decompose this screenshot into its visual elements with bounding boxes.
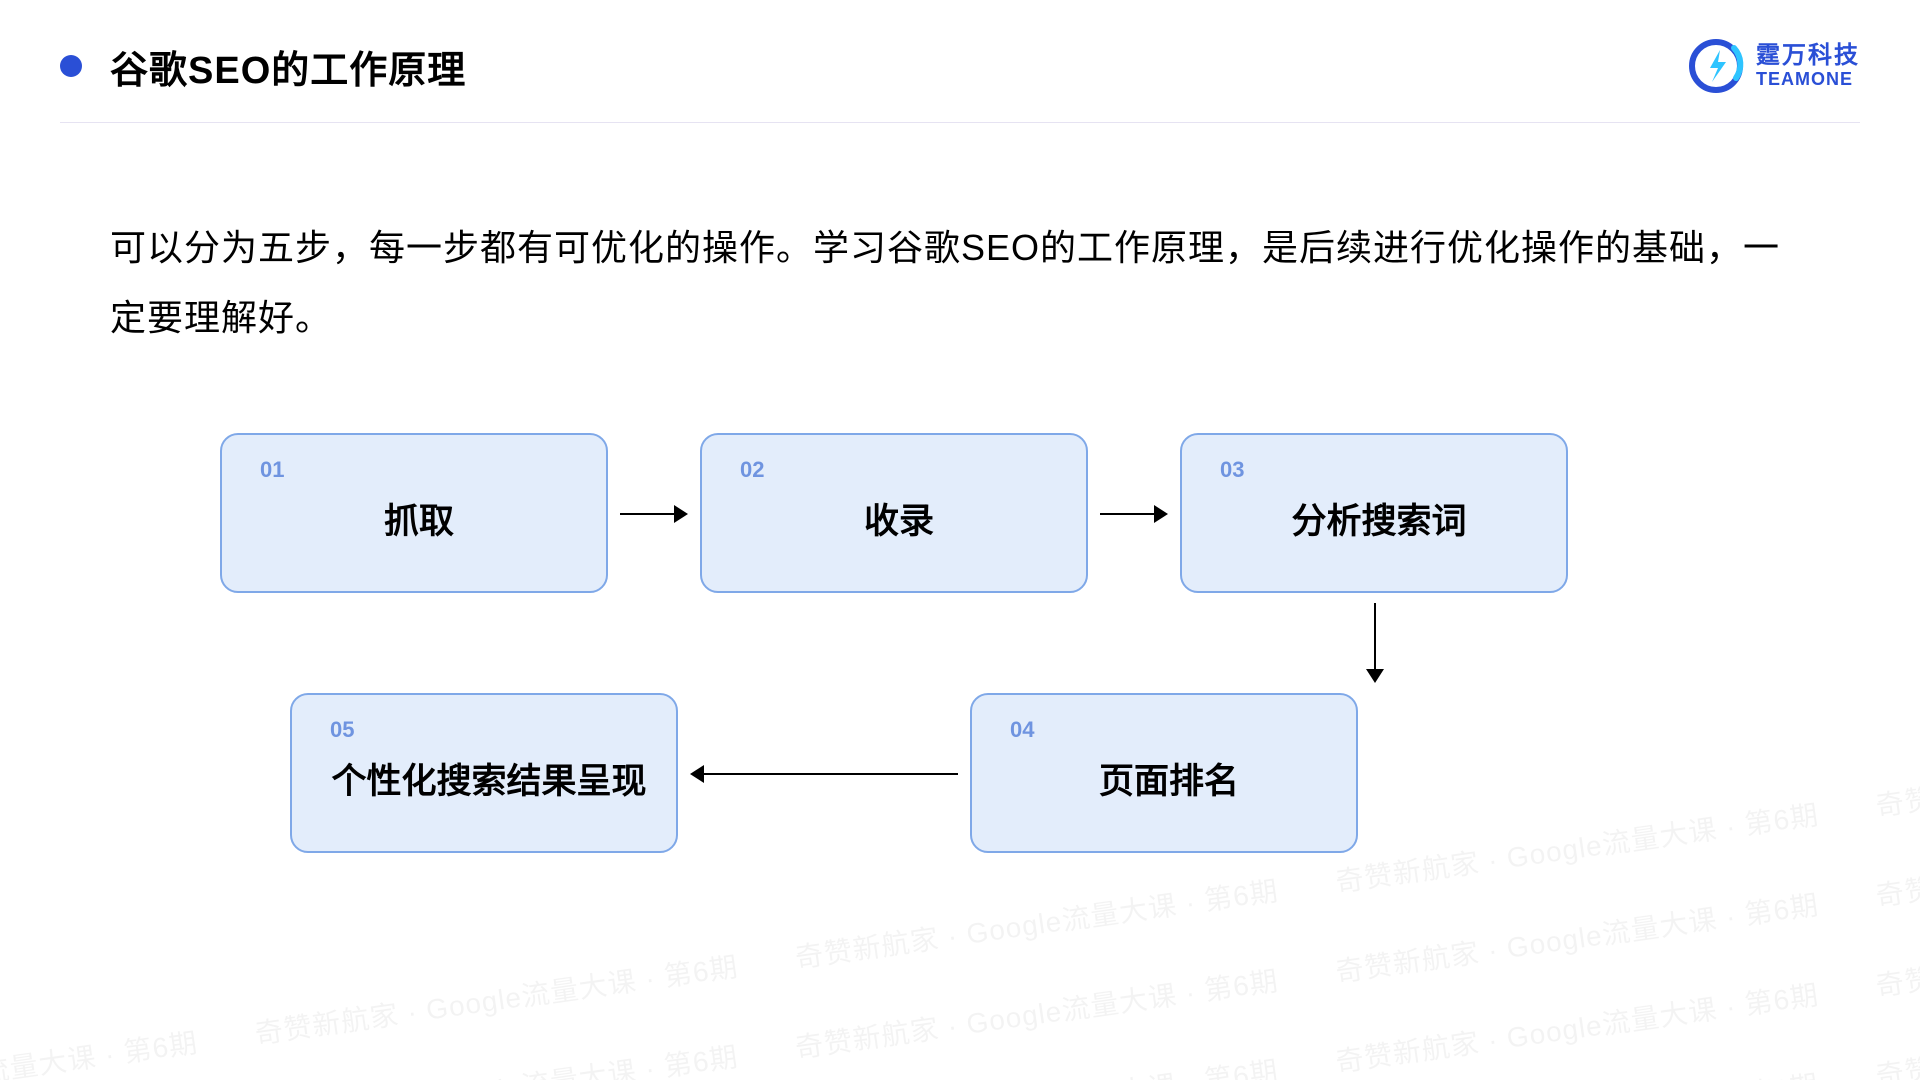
flow-arrow	[692, 773, 958, 775]
flow-node-n3: 03 分析搜索词	[1180, 433, 1568, 593]
flow-node-number: 05	[330, 717, 648, 743]
flow-arrow	[1100, 513, 1166, 515]
logo-cn: 霆万科技	[1756, 42, 1860, 70]
header-divider	[60, 122, 1860, 123]
flow-node-number: 04	[1010, 717, 1328, 743]
flow-node-label: 收录	[740, 493, 1058, 544]
flow-node-n2: 02 收录	[700, 433, 1088, 593]
flow-node-label: 页面排名	[1010, 753, 1328, 804]
flow-node-label: 分析搜索词	[1220, 493, 1538, 544]
flow-node-number: 01	[260, 457, 578, 483]
seo-flowchart: 01 抓取 02 收录 03 分析搜索词 04 页面排名 05 个性化搜索结果呈现	[220, 433, 1700, 953]
title-bullet	[60, 55, 82, 77]
logo-text: 霆万科技 TEAMONE	[1756, 42, 1860, 90]
flow-arrow	[1374, 603, 1376, 681]
flow-node-number: 03	[1220, 457, 1538, 483]
slide-title: 谷歌SEO的工作原理	[110, 39, 466, 94]
logo-en: TEAMONE	[1756, 69, 1860, 90]
flow-arrow	[620, 513, 686, 515]
flow-node-number: 02	[740, 457, 1058, 483]
header-left: 谷歌SEO的工作原理	[60, 39, 466, 94]
watermark-row: 奇赞新航家 · Google流量大课 · 第6期 奇赞新航家 · Google流…	[0, 941, 1920, 1080]
brand-logo: 霆万科技 TEAMONE	[1688, 38, 1860, 94]
intro-paragraph: 可以分为五步，每一步都有可优化的操作。学习谷歌SEO的工作原理，是后续进行优化操…	[110, 213, 1810, 353]
slide-header: 谷歌SEO的工作原理 霆万科技 TEAMONE	[0, 0, 1920, 94]
flow-node-n5: 05 个性化搜索结果呈现	[290, 693, 678, 853]
flow-node-label: 个性化搜索结果呈现	[330, 753, 648, 804]
bolt-icon	[1688, 38, 1744, 94]
flow-node-label: 抓取	[260, 493, 578, 544]
flow-node-n4: 04 页面排名	[970, 693, 1358, 853]
flow-node-n1: 01 抓取	[220, 433, 608, 593]
